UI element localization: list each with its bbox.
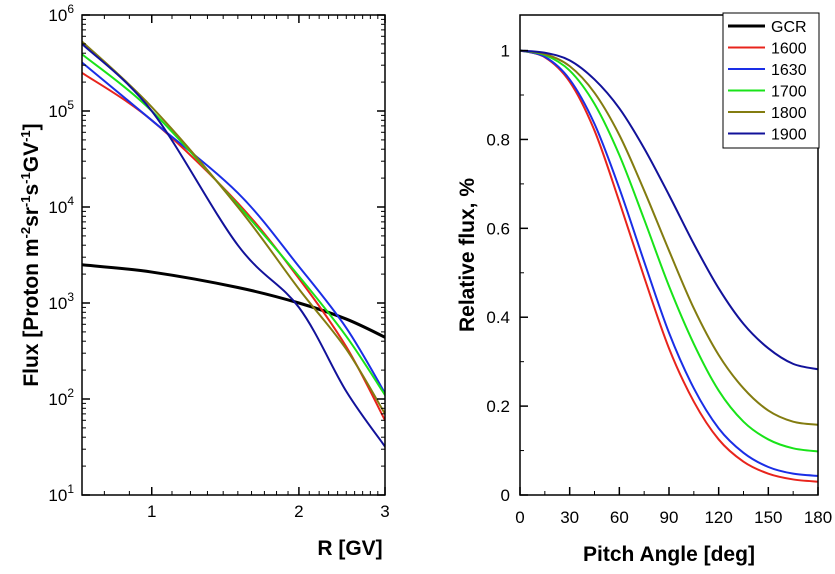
left-y-tick-label: 106 — [48, 2, 74, 25]
right-y-axis-title: Relative flux, % — [456, 178, 479, 332]
right-series-group — [520, 49, 818, 483]
right-x-tick-label: 180 — [804, 508, 832, 527]
legend-label-1800: 1800 — [771, 105, 807, 122]
right-y-tick-label: 0.2 — [486, 397, 510, 416]
left-y-axis-title-part: GV — [20, 142, 43, 172]
left-y-axis-title-part: ] — [20, 123, 43, 130]
right-series-1600 — [520, 49, 818, 483]
legend-label-1700: 1700 — [771, 84, 807, 101]
right-y-tick-label: 0.8 — [486, 130, 510, 149]
left-x-axis-title: R [GV] — [317, 537, 382, 560]
right-x-tick-label: 150 — [754, 508, 782, 527]
right-x-tick-label: 90 — [660, 508, 679, 527]
left-y-tick-label: 101 — [48, 482, 74, 505]
right-x-tick-label: 60 — [610, 508, 629, 527]
left-x-tick-label: 1 — [147, 502, 156, 521]
right-series-1900 — [520, 49, 818, 371]
left-y-tick-label: 105 — [48, 98, 74, 121]
right-x-tick-label: 120 — [704, 508, 732, 527]
left-series-gcr — [82, 263, 385, 339]
right-y-tick-label: 0 — [501, 486, 510, 505]
left-y-tick-label: 103 — [48, 290, 74, 313]
legend-label-gcr: GCR — [771, 19, 807, 36]
left-y-axis-title-part: Flux [Proton m — [20, 238, 43, 386]
right-y-tick-label: 0.4 — [486, 308, 510, 327]
right-x-tick-label: 0 — [515, 508, 524, 527]
left-y-axis-title-part: -2 — [18, 227, 33, 239]
left-y-axis-title-part: sr — [20, 207, 43, 227]
left-y-axis-title-part: s — [20, 184, 43, 196]
right-y-tick-label: 0.6 — [486, 219, 510, 238]
left-series-1800 — [82, 40, 385, 415]
right-x-axis-title: Pitch Angle [deg] — [583, 543, 755, 566]
left-series-1700 — [82, 53, 385, 397]
right-relative-flux-chart: 0 0.2 0.4 0.6 0.8 1 0 30 60 90 120 150 180 Pitch Angl… — [456, 12, 832, 566]
right-x-ticks: 0 30 60 90 120 150 180 — [515, 487, 832, 527]
left-y-axis-title: Flux [Proton m-2sr-1s-1GV-1] — [18, 123, 43, 386]
legend-label-1630: 1630 — [771, 62, 807, 79]
left-y-tick-label: 102 — [48, 386, 74, 409]
left-x-ticks: 1 2 3 — [103, 15, 390, 521]
left-flux-chart: 101 102 103 104 105 106 1 2 3 R [GV] Flux [Proton … — [18, 2, 390, 560]
legend-label-1600: 1600 — [771, 41, 807, 58]
legend-box — [722, 12, 820, 149]
right-x-tick-label: 30 — [560, 508, 579, 527]
left-plot-frame — [81, 14, 386, 496]
legend: GCR 1600 1630 1700 1800 1900 — [722, 12, 820, 149]
left-x-tick-label: 2 — [294, 502, 303, 521]
left-x-tick-label: 3 — [380, 502, 389, 521]
left-y-axis-title-part: -1 — [18, 172, 33, 184]
right-y-ticks: 0 0.2 0.4 0.6 0.8 1 — [486, 42, 528, 505]
left-y-tick-label: 104 — [48, 194, 74, 217]
right-series-1630 — [520, 49, 818, 477]
right-y-tick-label: 1 — [501, 42, 510, 61]
left-y-axis-title-part: -1 — [18, 130, 33, 142]
left-y-ticks: 101 102 103 104 105 106 — [48, 2, 385, 505]
right-series-1800 — [520, 49, 818, 426]
right-series-1700 — [520, 49, 818, 453]
left-series-group — [82, 40, 385, 448]
left-y-axis-title-part: -1 — [18, 196, 33, 208]
left-series-1900 — [82, 42, 385, 448]
left-series-1630 — [82, 61, 385, 395]
legend-label-1900: 1900 — [771, 127, 807, 144]
